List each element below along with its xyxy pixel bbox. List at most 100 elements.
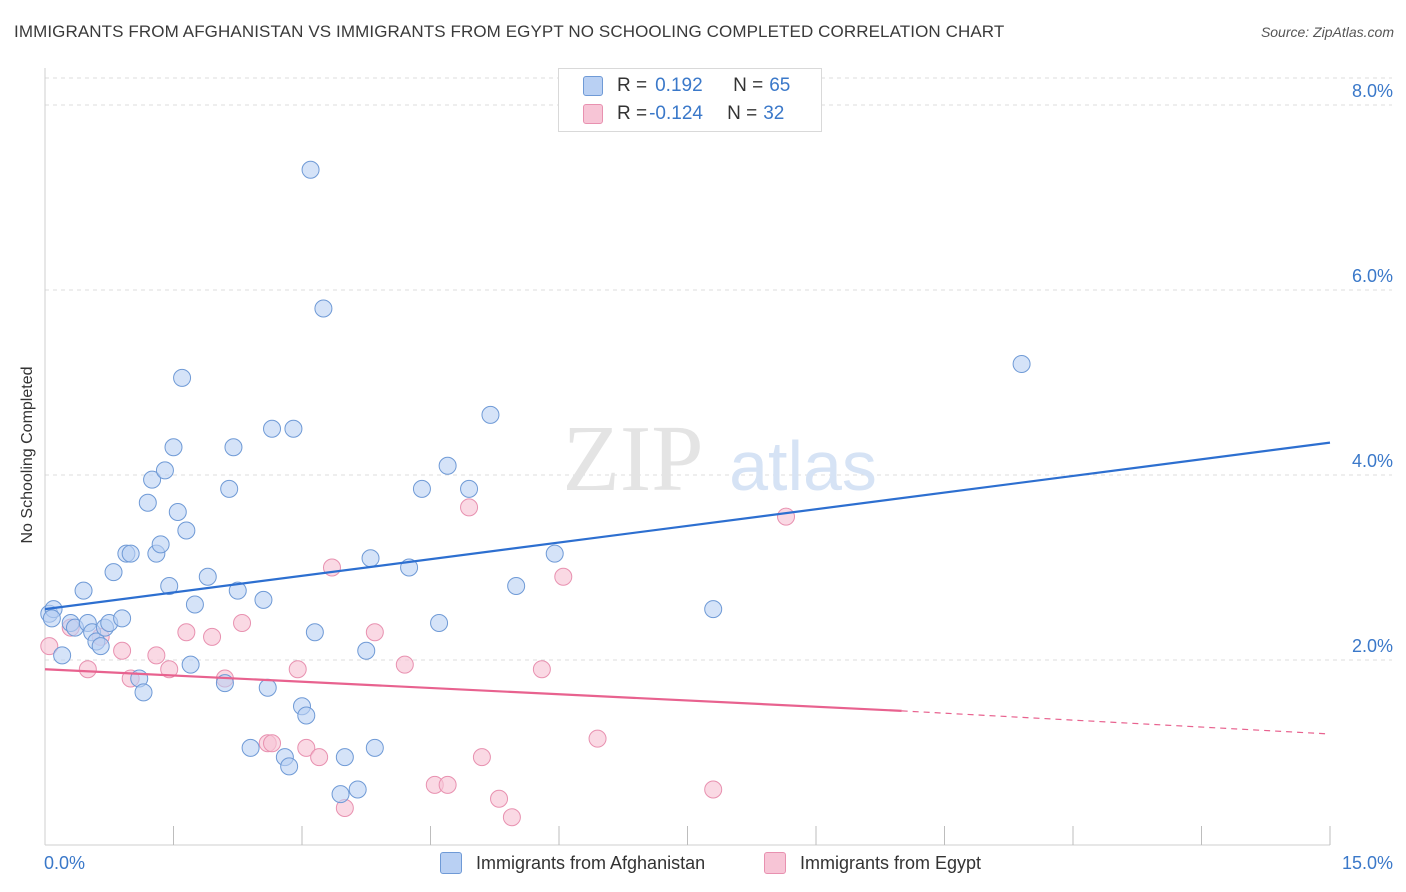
egypt-point [177,623,196,642]
afghanistan-point [507,577,526,595]
egypt-point [147,646,166,665]
afghanistan-point [1012,355,1031,373]
egypt-point [203,627,222,646]
afghanistan-point [104,563,123,582]
legend-n-label: N = [727,103,758,124]
afghanistan-point [74,581,93,600]
afghanistan-point [357,641,376,660]
afghanistan-point [177,521,196,540]
legend-label-egypt: Immigrants from Egypt [800,852,982,873]
afghanistan-point [545,544,564,563]
afghanistan-point [430,614,449,632]
x-tick-label: 0.0% [44,853,85,873]
afghanistan-point [348,780,367,799]
afghanistan-point [181,655,200,674]
afghanistan-trend-line [44,441,1331,611]
x-tick-label: 15.0% [1342,853,1393,873]
afghanistan-point [224,438,243,457]
afghanistan-point [481,405,500,424]
egypt-point [438,775,457,794]
legend-row-egypt: R = -0.124 N = 32 [583,101,784,127]
afghanistan-point [113,609,132,628]
afghanistan-point [185,595,204,614]
legend-r-label: R = [617,75,648,96]
egypt-point [502,808,521,827]
legend-label-afghanistan: Immigrants from Afghanistan [476,852,706,873]
afghanistan-point [438,456,457,475]
afghanistan-point [138,493,157,512]
afghanistan-point [263,419,282,438]
legend-n-value: 32 [763,103,785,124]
y-tick-label: 8.0% [1352,81,1393,101]
egypt-point [263,734,282,753]
y-tick-label: 2.0% [1352,636,1393,656]
afghanistan-point [460,479,479,498]
egypt-point [297,738,316,757]
trend-lines [44,441,1331,735]
egypt-point [554,567,573,586]
afghanistan-point [365,738,384,757]
afghanistan-point [168,503,187,521]
egypt-point [490,789,509,808]
legend-swatch-egypt [583,104,603,124]
watermark: ZIP atlas [563,407,877,511]
chart-title: IMMIGRANTS FROM AFGHANISTAN VS IMMIGRANT… [14,22,1005,41]
egypt-point [777,507,796,526]
egypt-point [472,748,491,767]
legend-n-label: N = [733,75,764,96]
afghanistan-point [412,479,431,498]
afghanistan-point [121,544,140,563]
afghanistan-point [151,535,170,554]
egypt-point [40,637,59,656]
afghanistan-point [284,419,303,438]
afghanistan-point [314,299,333,318]
afghanistan-point [335,748,354,767]
egypt-point [588,729,607,748]
afghanistan-point [297,706,316,725]
afghanistan-point [53,646,72,665]
afghanistan-point [160,577,179,595]
tick-labels: 2.0% 4.0% 6.0% 8.0% 0.0% 15.0% [44,81,1393,873]
afghanistan-point [143,470,162,489]
legend-r-value: -0.124 [649,103,703,124]
afghanistan-point [228,581,247,600]
afghanistan-point [134,683,153,702]
egypt-point [365,623,384,642]
afghanistan-point [280,757,299,776]
afghanistan-point [331,785,350,804]
afghanistan-point [155,461,174,480]
afghanistan-point [220,479,239,498]
afghanistan-point [164,438,183,457]
afghanistan-point [254,590,273,609]
legend-swatch-afghanistan [440,852,462,874]
afghanistan-point [173,368,192,387]
egypt-point [704,780,723,799]
legend-swatch-afghanistan [583,76,603,96]
egypt-trend-extension [901,710,1331,735]
y-tick-label: 6.0% [1352,266,1393,286]
watermark-atlas: atlas [729,427,877,505]
egypt-point [310,748,329,767]
legend-r-label: R = [617,103,648,124]
afghanistan-points [40,160,1031,804]
egypt-point [160,660,179,679]
egypt-trend-line [44,668,902,712]
egypt-point [288,660,307,679]
series-legend: Immigrants from Afghanistan Immigrants f… [0,852,1406,878]
egypt-point [395,655,414,674]
legend-row-afghanistan: R = 0.192 N = 65 [583,73,790,99]
afghanistan-point [241,738,260,757]
correlation-legend: R = 0.192 N = 65 R = -0.124 N = 32 [558,68,822,132]
egypt-point [532,660,551,679]
egypt-point [113,641,132,660]
legend-n-value: 65 [769,75,791,96]
afghanistan-point [305,623,324,642]
afghanistan-point [198,567,217,586]
source-credit: Source: ZipAtlas.com [1260,24,1394,40]
egypt-point [460,498,479,517]
legend-swatch-egypt [764,852,786,874]
legend-r-value: 0.192 [655,75,703,96]
egypt-point [233,614,252,632]
egypt-point [78,660,97,679]
